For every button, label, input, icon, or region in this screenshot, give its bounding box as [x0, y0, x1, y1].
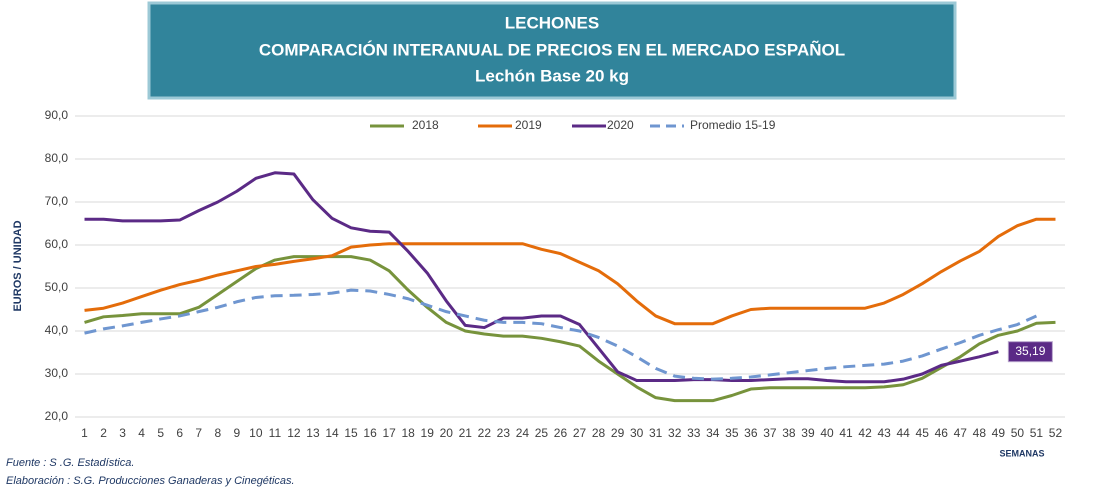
chart-subtitle: Lechón Base 20 kg — [475, 66, 629, 85]
line-series — [84, 171, 999, 384]
legend-label: 2018 — [412, 118, 439, 132]
x-tick-label: 4 — [138, 426, 145, 440]
x-tick-label: 13 — [306, 426, 320, 440]
x-tick-label: 17 — [382, 426, 396, 440]
x-tick-label: 24 — [516, 426, 530, 440]
x-tick-label: 9 — [233, 426, 240, 440]
y-axis-label: EUROS / UNIDAD — [12, 220, 24, 311]
x-tick-label: 39 — [801, 426, 815, 440]
x-tick-label: 5 — [157, 426, 164, 440]
x-tick-label: 1 — [81, 426, 88, 440]
line-series — [84, 255, 1056, 403]
x-tick-label: 41 — [839, 426, 853, 440]
x-tick-label: 51 — [1030, 426, 1044, 440]
x-tick-label: 37 — [763, 426, 777, 440]
x-tick-label: 34 — [706, 426, 720, 440]
x-tick-label: 11 — [269, 426, 282, 440]
title-box — [147, 1, 957, 100]
data-label-box — [1007, 341, 1053, 363]
x-tick-label: 47 — [954, 426, 968, 440]
x-tick-label: 8 — [214, 426, 221, 440]
legend-label: 2019 — [515, 118, 542, 132]
y-tick-label: 80,0 — [45, 151, 69, 165]
chart-title: LECHONES — [505, 13, 599, 32]
footnote: Fuente : S .G. Estadística. — [6, 457, 134, 469]
x-tick-label: 42 — [858, 426, 872, 440]
x-tick-label: 14 — [325, 426, 339, 440]
y-tick-label: 70,0 — [45, 194, 69, 208]
x-tick-label: 31 — [649, 426, 663, 440]
x-tick-label: 18 — [401, 426, 415, 440]
line-series — [84, 288, 1038, 381]
x-tick-label: 25 — [535, 426, 549, 440]
x-tick-label: 6 — [176, 426, 183, 440]
y-tick-label: 20,0 — [45, 409, 69, 423]
x-tick-label: 52 — [1049, 426, 1063, 440]
data-label: 35,19 — [1015, 344, 1045, 358]
x-tick-label: 30 — [630, 426, 644, 440]
x-tick-label: 44 — [896, 426, 910, 440]
x-tick-label: 2 — [100, 426, 107, 440]
x-tick-label: 27 — [573, 426, 587, 440]
y-tick-label: 40,0 — [45, 323, 69, 337]
x-tick-label: 40 — [820, 426, 834, 440]
x-axis-label: SEMANAS — [999, 448, 1044, 458]
x-tick-label: 22 — [478, 426, 492, 440]
x-tick-label: 16 — [363, 426, 377, 440]
x-tick-label: 3 — [119, 426, 126, 440]
y-tick-label: 90,0 — [45, 108, 69, 122]
x-tick-label: 10 — [249, 426, 263, 440]
x-tick-label: 45 — [916, 426, 930, 440]
y-tick-label: 50,0 — [45, 280, 69, 294]
legend-label: 2020 — [607, 118, 634, 132]
y-tick-label: 30,0 — [45, 366, 69, 380]
x-tick-label: 49 — [992, 426, 1006, 440]
x-tick-label: 20 — [440, 426, 454, 440]
x-tick-label: 29 — [611, 426, 625, 440]
x-tick-label: 46 — [935, 426, 949, 440]
x-tick-label: 43 — [877, 426, 891, 440]
x-tick-label: 12 — [287, 426, 301, 440]
x-tick-label: 32 — [668, 426, 682, 440]
x-tick-label: 19 — [421, 426, 435, 440]
legend-label: Promedio 15-19 — [690, 118, 776, 132]
x-tick-label: 7 — [195, 426, 202, 440]
x-tick-label: 38 — [782, 426, 796, 440]
footnote: Elaboración : S.G. Producciones Ganadera… — [6, 475, 295, 487]
x-tick-label: 50 — [1011, 426, 1025, 440]
x-tick-label: 23 — [497, 426, 511, 440]
x-tick-label: 15 — [344, 426, 358, 440]
x-tick-label: 26 — [554, 426, 568, 440]
x-tick-label: 36 — [744, 426, 758, 440]
x-tick-label: 21 — [459, 426, 473, 440]
y-tick-label: 60,0 — [45, 237, 69, 251]
x-tick-label: 28 — [592, 426, 606, 440]
chart-title: COMPARACIÓN INTERANUAL DE PRECIOS EN EL … — [259, 39, 845, 59]
line-series — [84, 217, 1056, 326]
x-tick-label: 33 — [687, 426, 701, 440]
x-tick-label: 35 — [725, 426, 739, 440]
x-tick-label: 48 — [973, 426, 987, 440]
